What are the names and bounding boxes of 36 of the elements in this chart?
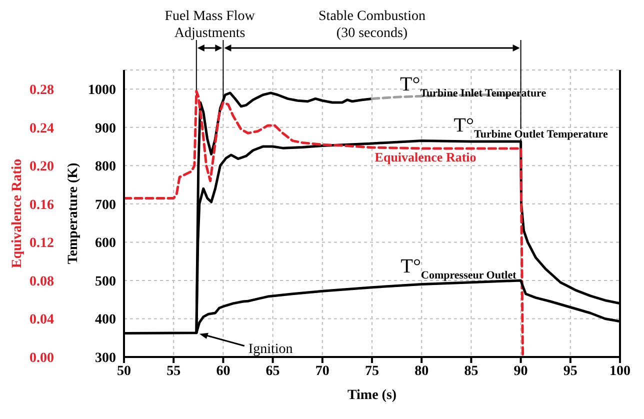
x-tick-label: 65: [266, 364, 280, 379]
y2-tick-label: 0.12: [30, 236, 54, 252]
y2-tick-label: 0.04: [30, 312, 54, 328]
x-tick-label: 85: [464, 364, 478, 379]
y-tick-label: 300: [95, 350, 116, 366]
y-tick-label: 600: [95, 236, 116, 252]
y2-tick-label: 0.08: [30, 274, 54, 290]
x-tick-label: 80: [414, 364, 429, 379]
x-tick-label: 60: [216, 364, 230, 379]
y-tick-label: 900: [95, 121, 116, 136]
x-axis-title: Time (s): [347, 388, 397, 403]
y2-tick-label: 0.20: [30, 160, 54, 175]
x-tick-label: 50: [117, 364, 131, 379]
x-tick-label: 55: [166, 364, 181, 379]
y-tick-label: 1000: [88, 83, 116, 98]
y-tick-label: 400: [95, 312, 116, 328]
x-tick-label: 95: [563, 364, 578, 379]
y2-tick-label: 0.16: [30, 198, 54, 213]
text: Fuel Mass Flow Adjustments: [164, 9, 256, 41]
legend-label: T°$_{Turbine Inlet Temperature}$: [400, 74, 546, 100]
y2-axis-title: Equivalence Ratio: [10, 158, 25, 268]
text: Stable Combustion (30 seconds): [318, 9, 426, 41]
y2-tick-label: 0.24: [30, 121, 54, 136]
y-tick-label: 800: [95, 160, 116, 175]
y-tick-label: 500: [95, 274, 116, 290]
y-axis-title: Temperature (K): [66, 162, 81, 264]
x-tick-label: 90: [514, 364, 528, 379]
x-tick-label: 100: [610, 364, 630, 379]
series-label: Equivalence Ratio: [374, 149, 476, 164]
annotation: Ignition: [248, 342, 293, 357]
x-tick-label: 75: [365, 364, 379, 379]
x-tick-label: 70: [315, 364, 330, 379]
series-label: T°$_{Compresseur Outlet}$: [400, 255, 517, 282]
y-tick-label: 700: [95, 198, 116, 213]
y2-tick-label: 0.28: [30, 83, 54, 98]
y2-tick-label: 0.00: [30, 350, 54, 366]
